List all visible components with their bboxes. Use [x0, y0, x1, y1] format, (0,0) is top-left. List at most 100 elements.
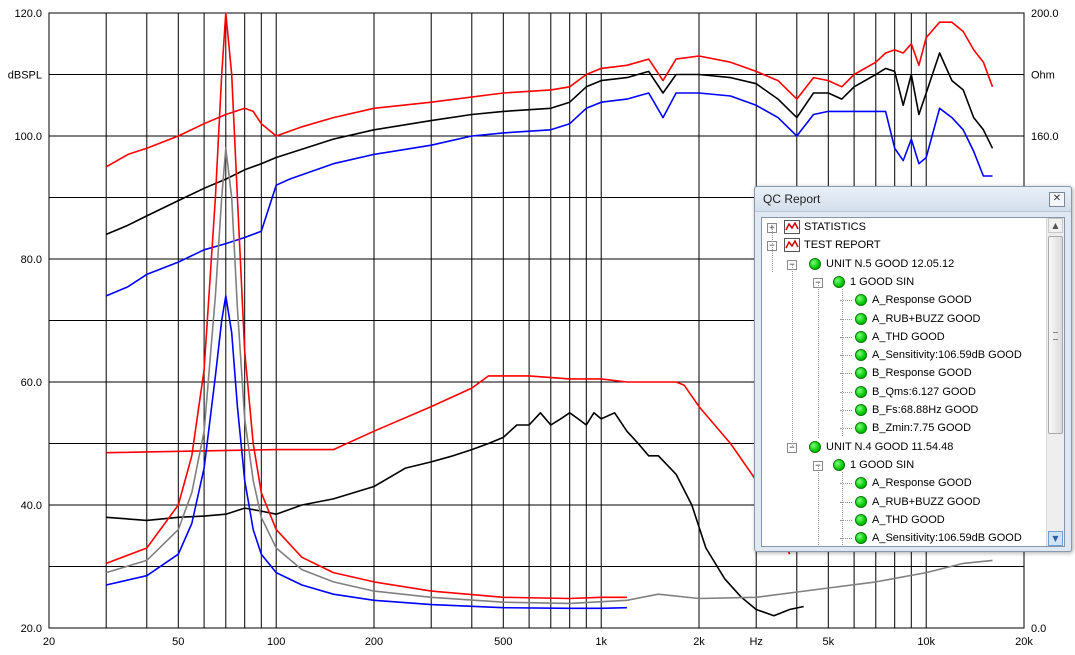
qc-report-window[interactable]: QC Report ✕ + STATISTICS − TEST REPORT − UNIT… — [754, 186, 1072, 552]
tree-connector — [840, 410, 852, 411]
tree-item[interactable]: B_Fs:68.88Hz GOOD — [762, 402, 1046, 420]
x-tick-label: 20k — [1015, 636, 1033, 648]
tree-guide-line — [818, 282, 819, 439]
green-status-icon — [855, 513, 867, 526]
tree-item[interactable]: −1 GOOD SIN — [762, 274, 1046, 292]
tree-item[interactable]: − TEST REPORT — [762, 237, 1046, 255]
tree-connector — [840, 318, 852, 320]
tree-item[interactable]: −1 GOOD SIN — [762, 457, 1046, 475]
series-line — [105, 12, 627, 600]
x-tick-label: 50 — [172, 636, 184, 648]
qc-report-tree[interactable]: + STATISTICS − TEST REPORT − UNIT N.5 GOOD 12… — [762, 218, 1046, 546]
x-tick-label: 10k — [917, 636, 935, 648]
chart-icon — [784, 238, 800, 253]
green-status-icon — [855, 495, 867, 508]
tree-item[interactable]: A_Sensitivity:106.59dB GOOD — [762, 530, 1046, 546]
tree-item-label: A_THD GOOD — [872, 330, 945, 343]
y-right-tick-label: 160.0 — [1031, 131, 1059, 143]
tree-item[interactable]: B_Response GOOD — [762, 365, 1046, 383]
tree-item[interactable]: − UNIT N.4 GOOD 11.54.48 — [762, 439, 1046, 457]
green-status-icon — [833, 458, 845, 471]
tree-item-label: B_Fs:68.88Hz GOOD — [872, 404, 979, 416]
series-line — [106, 375, 791, 555]
tree-item-label: A_Response GOOD — [872, 294, 972, 307]
vertical-scrollbar[interactable]: ▲ ▼ — [1046, 218, 1064, 546]
y-right-unit-label: Ohm — [1031, 70, 1055, 82]
tree-item[interactable]: A_Response GOOD — [762, 475, 1046, 493]
tree-item-label: A_Sensitivity:106.59dB GOOD — [872, 532, 1022, 545]
series-line — [106, 411, 804, 617]
scroll-down-icon[interactable]: ▼ — [1048, 531, 1063, 546]
tree-item[interactable]: A_Response GOOD — [762, 292, 1046, 310]
tree-item[interactable]: A_RUB+BUZZ GOOD — [762, 494, 1046, 512]
tree-guide-line — [792, 264, 793, 448]
green-status-icon — [833, 275, 845, 288]
green-status-icon — [855, 330, 867, 343]
qc-report-tree-panel[interactable]: + STATISTICS − TEST REPORT − UNIT N.5 GOOD 12… — [761, 217, 1065, 547]
y-left-tick-label: 120.0 — [14, 8, 42, 20]
chart-icon — [784, 220, 800, 234]
tree-connector — [840, 519, 852, 521]
y-left-tick-label: 80.0 — [21, 254, 42, 266]
green-status-icon — [855, 367, 867, 380]
tree-item[interactable]: A_Sensitivity:106.59dB GOOD — [762, 347, 1046, 365]
tree-item-label: STATISTICS — [804, 221, 866, 233]
tree-connector — [840, 501, 852, 503]
y-left-tick-label: 60.0 — [21, 377, 42, 389]
tree-connector — [840, 428, 852, 430]
x-tick-label: 2k — [693, 636, 705, 648]
y-left-tick-label: 100.0 — [14, 131, 42, 143]
tree-item-label: A_Sensitivity:106.59dB GOOD — [872, 349, 1022, 362]
tree-item-label: B_Zmin:7.75 GOOD — [872, 422, 972, 435]
green-status-icon — [855, 532, 867, 545]
tree-guide-line — [842, 472, 843, 546]
tree-item[interactable]: + STATISTICS — [762, 219, 1046, 237]
x-tick-label: 100 — [267, 636, 285, 648]
scrollbar-grip — [1053, 332, 1058, 340]
y-left-tick-label: 20.0 — [21, 623, 42, 635]
tree-item[interactable]: A_THD GOOD — [762, 512, 1046, 530]
tree-connector — [840, 300, 852, 302]
x-tick-label: 500 — [494, 636, 512, 648]
green-status-icon — [855, 477, 867, 490]
tree-connector — [840, 483, 852, 485]
series-line — [105, 92, 993, 297]
tree-item[interactable]: − UNIT N.5 GOOD 12.05.12 — [762, 256, 1046, 274]
close-icon[interactable]: ✕ — [1049, 192, 1065, 207]
qc-report-title: QC Report — [763, 192, 821, 206]
tree-item[interactable]: A_RUB+BUZZ GOOD — [762, 311, 1046, 329]
y-left-unit-label: dBSPL — [8, 70, 42, 82]
tree-connector — [840, 355, 852, 357]
green-status-icon — [855, 312, 867, 325]
tree-connector — [840, 391, 852, 393]
chart-labels: 20 50 100 200 500 1k 2k 5k 10k 20k Hz 120.0 100.0 80.… — [8, 8, 1059, 648]
green-status-icon — [855, 294, 867, 307]
x-tick-label: 20 — [43, 636, 55, 648]
green-status-icon — [855, 422, 867, 435]
tree-item[interactable]: B_Qms:6.127 GOOD — [762, 384, 1046, 402]
tree-item[interactable]: A_THD GOOD — [762, 329, 1046, 347]
x-tick-label: 5k — [822, 636, 834, 648]
tree-guide-line — [772, 227, 773, 272]
tree-connector — [840, 373, 852, 375]
series-line — [105, 52, 994, 236]
green-status-icon — [809, 440, 821, 453]
x-tick-label: 1k — [595, 636, 607, 648]
tree-item-label: 1 GOOD SIN — [850, 458, 915, 471]
qc-report-titlebar[interactable]: QC Report ✕ — [755, 187, 1071, 212]
scroll-up-icon[interactable]: ▲ — [1048, 218, 1063, 233]
green-status-icon — [855, 385, 867, 398]
scrollbar-thumb[interactable] — [1048, 236, 1063, 434]
series-line — [105, 21, 994, 168]
green-status-icon — [855, 349, 867, 362]
tree-item-label: B_Response GOOD — [872, 367, 972, 380]
series-line — [105, 147, 993, 605]
tree-item[interactable]: B_Zmin:7.75 GOOD — [762, 420, 1046, 438]
tree-item-label: UNIT N.4 GOOD 11.54.48 — [826, 440, 954, 453]
tree-item-label: 1 GOOD SIN — [850, 275, 915, 288]
tree-item-label: A_RUB+BUZZ GOOD — [872, 495, 981, 508]
chart-curves — [105, 12, 994, 617]
tree-guide-line — [818, 465, 819, 546]
y-left-tick-label: 40.0 — [21, 500, 42, 512]
green-status-icon — [855, 404, 867, 416]
